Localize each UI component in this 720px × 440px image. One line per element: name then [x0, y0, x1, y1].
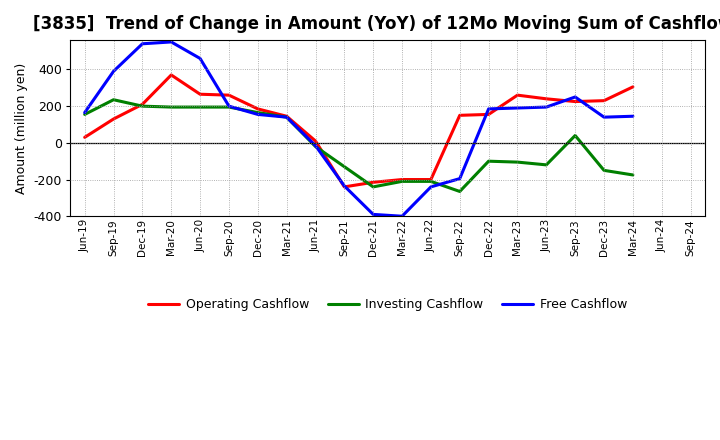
- Operating Cashflow: [600, 98, 608, 103]
- Operating Cashflow: [485, 112, 493, 117]
- Operating Cashflow: [456, 113, 464, 118]
- Operating Cashflow: [369, 180, 377, 185]
- Investing Cashflow: [196, 104, 204, 110]
- Investing Cashflow: [397, 179, 406, 184]
- Operating Cashflow: [542, 96, 551, 102]
- Operating Cashflow: [571, 99, 580, 104]
- Free Cashflow: [225, 103, 233, 109]
- Operating Cashflow: [167, 72, 176, 77]
- Free Cashflow: [196, 56, 204, 61]
- Free Cashflow: [397, 213, 406, 219]
- Investing Cashflow: [167, 104, 176, 110]
- Line: Free Cashflow: Free Cashflow: [85, 42, 633, 216]
- Free Cashflow: [109, 69, 118, 74]
- Investing Cashflow: [542, 162, 551, 168]
- Free Cashflow: [138, 41, 147, 47]
- Investing Cashflow: [253, 110, 262, 115]
- Investing Cashflow: [282, 114, 291, 120]
- Line: Operating Cashflow: Operating Cashflow: [85, 75, 633, 187]
- Free Cashflow: [426, 184, 435, 190]
- Free Cashflow: [167, 39, 176, 44]
- Investing Cashflow: [600, 168, 608, 173]
- Free Cashflow: [456, 176, 464, 181]
- Legend: Operating Cashflow, Investing Cashflow, Free Cashflow: Operating Cashflow, Investing Cashflow, …: [143, 293, 632, 316]
- Investing Cashflow: [225, 104, 233, 110]
- Operating Cashflow: [311, 138, 320, 143]
- Line: Investing Cashflow: Investing Cashflow: [85, 100, 633, 191]
- Free Cashflow: [571, 94, 580, 99]
- Investing Cashflow: [513, 159, 522, 165]
- Operating Cashflow: [225, 92, 233, 98]
- Operating Cashflow: [109, 116, 118, 121]
- Operating Cashflow: [81, 135, 89, 140]
- Investing Cashflow: [485, 158, 493, 164]
- Free Cashflow: [282, 114, 291, 120]
- Investing Cashflow: [369, 184, 377, 190]
- Title: [3835]  Trend of Change in Amount (YoY) of 12Mo Moving Sum of Cashflows: [3835] Trend of Change in Amount (YoY) o…: [32, 15, 720, 33]
- Operating Cashflow: [513, 92, 522, 98]
- Operating Cashflow: [629, 84, 637, 89]
- Investing Cashflow: [456, 189, 464, 194]
- Investing Cashflow: [571, 133, 580, 138]
- Y-axis label: Amount (million yen): Amount (million yen): [15, 62, 28, 194]
- Investing Cashflow: [340, 164, 348, 169]
- Free Cashflow: [81, 110, 89, 115]
- Free Cashflow: [369, 212, 377, 217]
- Investing Cashflow: [81, 112, 89, 117]
- Free Cashflow: [340, 183, 348, 189]
- Investing Cashflow: [311, 144, 320, 149]
- Operating Cashflow: [397, 177, 406, 182]
- Free Cashflow: [542, 104, 551, 110]
- Free Cashflow: [311, 143, 320, 148]
- Free Cashflow: [513, 105, 522, 110]
- Free Cashflow: [253, 112, 262, 117]
- Operating Cashflow: [138, 102, 147, 107]
- Free Cashflow: [600, 114, 608, 120]
- Investing Cashflow: [109, 97, 118, 103]
- Investing Cashflow: [138, 103, 147, 109]
- Operating Cashflow: [253, 106, 262, 112]
- Free Cashflow: [485, 106, 493, 112]
- Operating Cashflow: [282, 114, 291, 119]
- Operating Cashflow: [340, 184, 348, 190]
- Free Cashflow: [629, 114, 637, 119]
- Operating Cashflow: [426, 177, 435, 182]
- Investing Cashflow: [629, 172, 637, 178]
- Investing Cashflow: [426, 179, 435, 184]
- Operating Cashflow: [196, 92, 204, 97]
